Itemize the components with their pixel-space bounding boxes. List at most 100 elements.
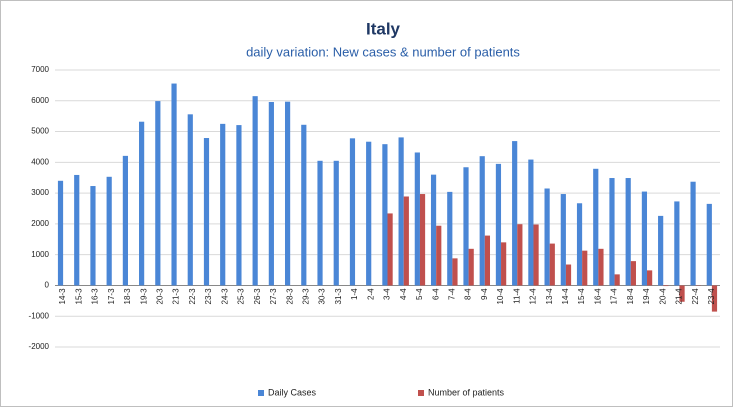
x-tick-label: 29-3 xyxy=(302,288,311,305)
x-tick-label: 27-3 xyxy=(269,288,278,305)
y-tick-label: -1000 xyxy=(29,311,50,320)
bar xyxy=(220,123,226,286)
x-tick-label: 28-3 xyxy=(285,288,294,305)
bar xyxy=(403,196,409,286)
bar xyxy=(593,168,599,286)
x-tick-label: 18-3 xyxy=(123,288,132,305)
bar xyxy=(479,156,485,286)
bar xyxy=(549,243,555,286)
y-tick-label: 7000 xyxy=(31,65,49,74)
bar xyxy=(641,191,648,286)
bar xyxy=(706,203,712,286)
legend-swatch xyxy=(418,390,424,396)
x-tick-label: 5-4 xyxy=(415,288,424,300)
x-tick-label: 11-4 xyxy=(512,288,521,304)
bar xyxy=(155,101,161,286)
bar xyxy=(582,250,588,286)
bar xyxy=(614,274,620,286)
bar xyxy=(512,141,518,286)
bar xyxy=(74,174,80,286)
x-tick-label: 23-4 xyxy=(707,288,716,305)
y-tick-label: 4000 xyxy=(31,157,49,166)
bar xyxy=(171,83,177,286)
bar xyxy=(565,264,572,286)
x-tick-label: 19-4 xyxy=(642,288,651,305)
x-tick-label: 4-4 xyxy=(399,288,408,300)
x-tick-label: 17-4 xyxy=(610,288,619,305)
bar xyxy=(468,248,474,286)
x-tick-label: 15-3 xyxy=(74,288,83,305)
bar xyxy=(658,215,664,286)
bar xyxy=(90,186,96,286)
x-tick-label: 6-4 xyxy=(431,288,440,300)
bar xyxy=(533,224,539,286)
y-tick-label: 2000 xyxy=(31,219,49,228)
bar xyxy=(711,285,718,312)
bar xyxy=(57,180,64,286)
bar xyxy=(122,155,128,286)
bar xyxy=(387,213,393,286)
chart-subtitle: daily variation: New cases & number of p… xyxy=(246,44,520,59)
bar xyxy=(630,261,636,286)
bar xyxy=(501,242,507,286)
x-tick-label: 18-4 xyxy=(626,288,635,305)
x-tick-label: 8-4 xyxy=(464,288,473,300)
x-tick-label: 13-4 xyxy=(545,288,554,305)
x-tick-label: 16-4 xyxy=(593,288,602,305)
x-tick-label: 22-3 xyxy=(188,288,197,305)
bar xyxy=(663,285,669,287)
bar xyxy=(517,224,523,286)
bar xyxy=(436,225,442,286)
x-tick-label: 14-4 xyxy=(561,288,570,305)
x-tick-label: 22-4 xyxy=(691,288,700,305)
bar xyxy=(106,176,112,286)
bar xyxy=(301,124,307,286)
bar xyxy=(679,285,685,302)
x-tick-label: 16-3 xyxy=(91,288,100,305)
bar xyxy=(484,235,491,286)
bar xyxy=(139,121,145,286)
bar xyxy=(349,138,356,286)
legend-label: Daily Cases xyxy=(268,387,317,397)
legend-swatch xyxy=(258,390,264,396)
bar xyxy=(647,270,653,286)
x-tick-label: 9-4 xyxy=(480,288,489,300)
bar xyxy=(447,191,453,286)
bar xyxy=(187,114,193,286)
bar xyxy=(366,141,372,286)
bar xyxy=(576,203,583,286)
x-tick-label: 15-4 xyxy=(577,288,586,305)
bar xyxy=(203,138,210,286)
bar xyxy=(419,194,426,286)
x-tick-label: 30-3 xyxy=(318,288,327,305)
y-tick-label: 3000 xyxy=(31,188,49,197)
bar xyxy=(463,167,469,286)
x-tick-label: 20-4 xyxy=(658,288,667,305)
x-tick-label: 2-4 xyxy=(366,288,375,300)
x-tick-label: 1-4 xyxy=(350,288,359,300)
bar xyxy=(398,137,404,286)
chart-title: Italy xyxy=(366,19,401,38)
x-tick-label: 21-4 xyxy=(675,288,684,305)
bar xyxy=(268,102,274,286)
bar xyxy=(382,144,388,286)
bar xyxy=(495,163,502,286)
bar xyxy=(528,159,534,286)
x-tick-label: 14-3 xyxy=(58,288,67,305)
x-tick-label: 10-4 xyxy=(496,288,505,305)
bar xyxy=(414,152,420,286)
y-tick-label: 0 xyxy=(45,281,50,290)
x-tick-label: 19-3 xyxy=(139,288,148,305)
bar xyxy=(236,125,242,286)
y-tick-label: 6000 xyxy=(31,96,49,105)
bar xyxy=(690,181,696,286)
x-tick-label: 12-4 xyxy=(529,288,538,305)
x-tick-label: 20-3 xyxy=(156,288,165,305)
x-tick-label: 23-3 xyxy=(204,288,213,305)
bar xyxy=(430,174,437,286)
bar xyxy=(252,96,258,286)
bar xyxy=(544,188,550,286)
x-tick-label: 21-3 xyxy=(172,288,181,305)
y-tick-label: 5000 xyxy=(31,127,49,136)
